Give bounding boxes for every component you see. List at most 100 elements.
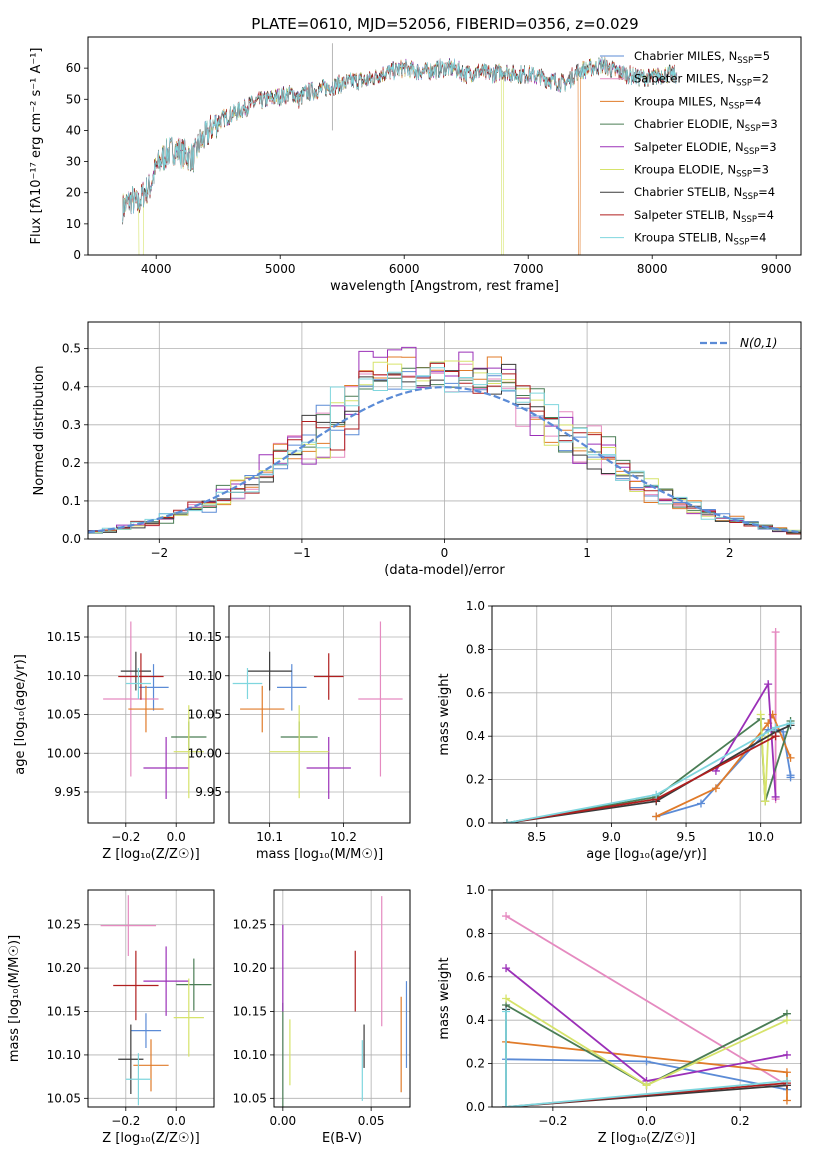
weight-marker (782, 1016, 791, 1025)
x-axis-label: mass [log₁₀(M/M☉)] (256, 847, 383, 862)
x-tick-label: 0.2 (731, 1114, 750, 1128)
x-tick-label: 0.00 (269, 1114, 296, 1128)
y-tick-label: 0 (73, 248, 81, 262)
plot-area (88, 346, 801, 536)
x-axis-label: age [log₁₀(age/yr)] (586, 847, 707, 862)
y-tick-label: 0.2 (466, 1057, 485, 1071)
spectrum-line-salpeter-elodie (122, 57, 678, 223)
y-tick-label: 0.0 (466, 816, 485, 830)
x-tick-label: 8000 (637, 262, 668, 276)
legend-subscript: SSP (736, 79, 752, 89)
axes-frame (87, 605, 215, 824)
weight-line (505, 1011, 788, 1107)
x-tick-label: −1 (293, 546, 311, 560)
y-tick-label: 0.6 (466, 686, 485, 700)
weight-marker (786, 753, 795, 762)
y-tick-label: 0.8 (466, 926, 485, 940)
legend-entry: Salpeter STELIB, NSSP=4 (634, 208, 774, 225)
weight-marker (771, 628, 780, 637)
y-axis-label: mass weight (437, 957, 452, 1039)
legend-entry: N(0,1) (740, 336, 777, 350)
plot-area (232, 621, 403, 799)
weight-marker (711, 784, 720, 793)
axes-frame (273, 889, 411, 1108)
legend-subscript: SSP (742, 192, 758, 202)
y-tick-label: 10.05 (188, 708, 222, 722)
weight-marker (761, 797, 770, 806)
weight-line (506, 722, 791, 823)
x-tick-label: −0.2 (111, 1114, 140, 1128)
x-axis-label: Z [log₁₀(Z/Z☉)] (102, 847, 199, 862)
axes-frame (87, 321, 802, 540)
legend-entry: Kroupa STELIB, NSSP=4 (634, 231, 766, 248)
x-axis-label: Z [log₁₀(Z/Z☉)] (598, 1131, 695, 1146)
y-tick-label: 0.8 (466, 642, 485, 656)
legend-subscript: SSP (744, 147, 760, 157)
weight-marker (696, 799, 705, 808)
x-tick-label: 0.0 (167, 830, 186, 844)
x-axis-label: E(B-V) (322, 1131, 362, 1146)
y-tick-label: 10.05 (47, 1091, 81, 1105)
weight-marker (652, 790, 661, 799)
y-tick-label: 10 (66, 217, 81, 231)
spectrum-line-salpeter-miles (122, 58, 678, 224)
x-axis-label: (data-model)/error (384, 563, 505, 578)
legend-count: =4 (749, 231, 766, 245)
legend-entry: Salpeter ELODIE, NSSP=3 (634, 140, 777, 157)
y-axis-label: Normed distribution (32, 366, 47, 496)
weight-marker (771, 723, 780, 732)
x-tick-label: 10.2 (330, 830, 357, 844)
x-axis-label: Z [log₁₀(Z/Z☉)] (102, 1131, 199, 1146)
x-tick-label: 0.05 (358, 1114, 385, 1128)
y-tick-label: 10.15 (47, 1005, 81, 1019)
legend-count: =5 (753, 49, 770, 63)
weight-marker (782, 1076, 791, 1085)
y-tick-label: 0.0 (466, 1100, 485, 1114)
panel-age_vs_mass: 10.1 10.2 9.95 10.00 10.05 10.10 10.15 mass [lo… (188, 605, 411, 862)
panel-weight_vs_age: 8.5 9.0 9.5 10.0 0.0 0.2 0.4 0.6 0.8 1.0 age [log₁… (437, 599, 802, 862)
weight-marker (771, 732, 780, 741)
weight-marker (502, 994, 511, 1003)
y-tick-label: 10.20 (47, 961, 81, 975)
plot-area (502, 628, 795, 823)
spectrum-line-kroupa-elodie (122, 57, 677, 255)
weight-marker (756, 710, 765, 719)
legend-subscript: SSP (729, 101, 745, 111)
y-tick-label: 10.15 (188, 630, 222, 644)
y-tick-label: 9.95 (54, 785, 81, 799)
plot-area (282, 896, 408, 1107)
legend-entry: Chabrier STELIB, NSSP=4 (634, 185, 775, 202)
weight-marker (502, 819, 511, 823)
axes-frame (87, 36, 802, 256)
y-tick-label: 0.3 (62, 418, 81, 432)
y-tick-label: 0.0 (62, 532, 81, 546)
panel-residuals: −2 −1 0 1 2 0.0 0.1 0.2 0.3 0.4 0.5 (data-model)/er… (32, 321, 802, 578)
plot-area (100, 895, 212, 1106)
x-tick-label: 5000 (265, 262, 296, 276)
x-tick-label: 1 (583, 546, 591, 560)
weight-line (655, 728, 792, 818)
histogram-kroupa-stelib (88, 367, 801, 534)
weight-marker (652, 812, 661, 821)
y-tick-label: 0.5 (62, 342, 81, 356)
y-tick-label: 0.2 (62, 456, 81, 470)
y-tick-label: 60 (66, 61, 81, 75)
plot-area (122, 43, 678, 255)
spectrum-line-chabrier-stelib (122, 56, 678, 225)
weight-marker (782, 1096, 791, 1105)
spectrum-line-chabrier-elodie (122, 57, 678, 221)
y-tick-label: 10.05 (233, 1091, 267, 1105)
y-tick-label: 10.15 (47, 630, 81, 644)
legend-subscript: SSP (734, 238, 750, 248)
weight-line (505, 915, 788, 1087)
legend-entry: Chabrier ELODIE, NSSP=3 (634, 117, 778, 134)
spectrum-line-salpeter-stelib (122, 58, 678, 222)
panel-age_vs_Z: −0.2 0.0 9.95 10.00 10.05 10.10 10.15 Z [log₁₀(… (13, 605, 215, 862)
x-tick-label: 9.0 (602, 830, 621, 844)
y-axis-label: Flux [fλ10⁻¹⁷ erg cm⁻² s⁻¹ A⁻¹] (29, 48, 44, 245)
y-tick-label: 10.10 (47, 669, 81, 683)
weight-line (506, 724, 791, 823)
y-tick-label: 50 (66, 92, 81, 106)
legend-subscript: SSP (745, 124, 761, 134)
